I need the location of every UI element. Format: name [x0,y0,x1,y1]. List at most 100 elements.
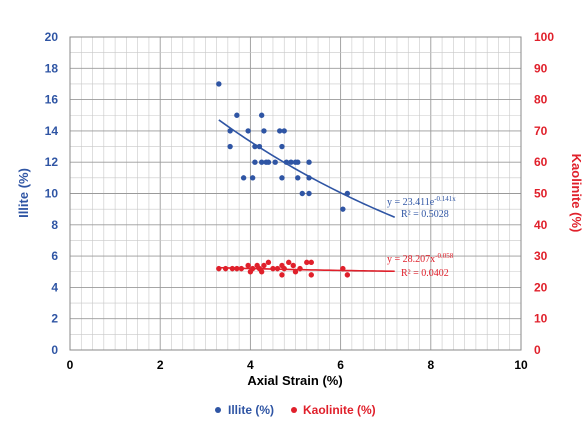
kaolinite-data-point [270,265,276,272]
kaolinite-data-point [308,259,314,266]
kaolinite-data-point [340,265,346,272]
illite-data-point [340,206,346,212]
kaolinite-data-point [238,265,245,272]
y-left-tick-label: 12 [45,155,59,169]
illite-data-point [245,128,251,134]
y-right-tick-label: 0 [534,343,541,357]
y-right-tick-label: 60 [534,155,548,169]
illite-data-point [216,81,222,87]
illite-data-point [277,128,283,134]
y-right-tick-label: 20 [534,280,548,294]
y-left-tick-label: 16 [45,93,59,107]
kaolinite-data-point [245,262,251,269]
illite-data-point [306,159,312,165]
x-axis-title: Axial Strain (%) [247,373,342,388]
kaolinite-trendline-label: y = 28.207x-0.058 R² = 0.0402 [387,252,454,279]
illite-trendline-equation: y = 23.411e-0.141x [387,195,456,208]
x-tick-label: 4 [247,358,254,372]
y-left-tick-label: 4 [51,280,58,294]
kaolinite-data-point [286,259,292,266]
y-left-tick-label: 14 [45,124,59,138]
y-left-tick-label: 6 [51,249,58,263]
kaolinite-data-point [308,272,314,278]
illite-data-point [252,159,258,165]
x-tick-label: 8 [427,358,434,372]
y-right-tick-label: 50 [534,187,548,201]
illite-data-point [252,143,258,150]
illite-data-point [234,112,240,118]
illite-data-point [279,175,285,181]
illite-data-point [281,128,287,134]
illite-data-point [240,175,247,181]
illite-data-point [306,175,312,181]
illite-data-point [283,159,290,165]
illite-trendline [218,119,396,218]
kaolinite-data-point [304,259,310,266]
illite-data-point [227,143,233,150]
legend-item-illite[interactable]: Illite (%) [215,403,274,417]
legend-item-kaolinite[interactable]: Kaolinite (%) [291,403,376,417]
plot-border [69,36,522,351]
y-right-tick-label: 10 [534,312,548,326]
illite-equation-base: y = 23.411e [387,197,435,208]
illite-data-point [272,159,278,165]
illite-data-point [261,128,267,134]
kaolinite-data-point [234,265,240,272]
kaolinite-data-point [344,272,351,278]
kaolinite-data-point [261,262,267,269]
legend-illite-marker [215,407,221,413]
illite-data-point [258,112,265,118]
illite-data-point [256,143,263,150]
x-tick-label: 2 [157,358,164,372]
y-right-tick-label: 90 [534,61,548,75]
kaolinite-data-point [222,265,229,272]
y-axis-left-title: Illite (%) [16,168,31,218]
illite-data-point [295,159,301,165]
y-left-tick-label: 10 [45,187,59,201]
illite-data-point [258,159,265,165]
y-left-tick-label: 0 [51,343,58,357]
data-point-layer [216,81,351,278]
y-right-tick-label: 70 [534,124,548,138]
kaolinite-data-point [274,265,281,272]
kaolinite-trendline [218,266,395,273]
kaolinite-trendline-r2: R² = 0.0402 [401,268,449,279]
kaolinite-equation-base: y = 28.207x [387,254,435,265]
illite-data-point [249,175,256,181]
legend-kaolinite-label: Kaolinite (%) [303,403,376,417]
y-left-tick-label: 8 [51,218,58,232]
axis-layer: 0 2 4 6 8 10024681012141618200102030405060708… [45,30,555,372]
illite-data-point [279,143,285,150]
x-tick-label: 6 [337,358,344,372]
illite-data-point [295,175,301,181]
kaolinite-data-point [265,259,272,266]
illite-data-point [265,159,272,165]
kaolinite-trendline-equation: y = 28.207x-0.058 [387,252,454,265]
y-right-tick-label: 80 [534,93,548,107]
illite-data-point [344,190,351,197]
illite-equation-exponent: -0.141x [434,195,456,203]
illite-data-point [306,190,312,197]
kaolinite-data-point [279,272,285,278]
legend: Illite (%) Kaolinite (%) [215,403,376,417]
kaolinite-data-point [297,265,303,272]
illite-data-point [299,190,305,197]
kaolinite-data-point [216,265,222,272]
kaolinite-data-point [292,269,299,275]
kaolinite-data-point [229,265,236,272]
kaolinite-data-point [281,265,287,272]
y-left-tick-label: 18 [45,61,59,75]
grid-layer [69,36,522,351]
illite-data-point [227,128,233,134]
legend-illite-label: Illite (%) [228,403,274,417]
kaolinite-data-point [249,265,256,272]
y-right-tick-label: 30 [534,249,548,263]
trendline-layer [218,119,396,273]
y-left-tick-label: 2 [51,312,58,326]
x-tick-label: 0 [67,358,74,372]
x-tick-label: 10 [514,358,528,372]
kaolinite-data-point [258,269,265,275]
kaolinite-data-point [290,262,296,269]
illite-trendline-label: y = 23.411e-0.141x R² = 0.5028 [387,195,456,220]
